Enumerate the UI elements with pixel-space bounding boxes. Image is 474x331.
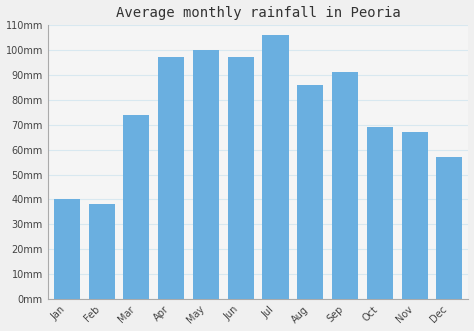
- Bar: [193, 50, 219, 299]
- Bar: [158, 57, 184, 299]
- Bar: [54, 200, 80, 299]
- Bar: [89, 205, 115, 299]
- Bar: [123, 115, 149, 299]
- Bar: [332, 72, 358, 299]
- Bar: [263, 35, 289, 299]
- Bar: [367, 127, 393, 299]
- Bar: [297, 85, 323, 299]
- Bar: [436, 157, 462, 299]
- Bar: [228, 57, 254, 299]
- Title: Average monthly rainfall in Peoria: Average monthly rainfall in Peoria: [116, 6, 401, 20]
- Bar: [401, 132, 428, 299]
